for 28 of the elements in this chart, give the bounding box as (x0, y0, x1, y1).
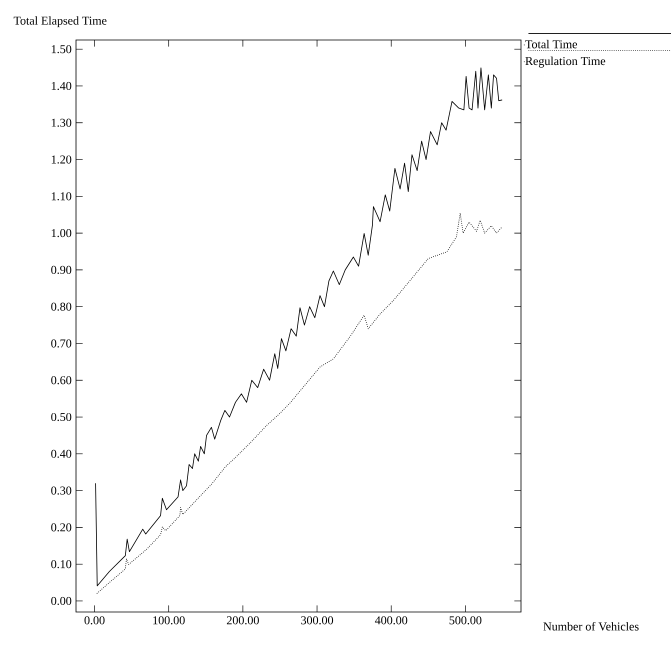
y-tick-label: 0.40 (51, 450, 72, 458)
x-tick-label: 100.00 (153, 616, 185, 624)
x-tick-label: 500.00 (450, 616, 482, 624)
y-tick-label: 0.60 (51, 376, 72, 384)
legend-label: Regulation Time (525, 56, 606, 68)
y-tick-label: 1.50 (52, 45, 72, 54)
y-tick-label: 1.00 (52, 229, 72, 238)
y-tick-label: 0.70 (51, 339, 72, 348)
y-axis-title: Total Elapsed Time (14, 16, 107, 28)
legend-label: Total Time (525, 40, 578, 48)
y-tick-label: 0.10 (51, 560, 72, 568)
x-axis-title: Number of Vehicles (543, 622, 639, 631)
x-tick-label: 0.00 (84, 616, 105, 624)
line-series (95, 68, 503, 586)
y-tick-label: 0.50 (51, 412, 72, 422)
y-tick-label: 1.10 (52, 192, 72, 200)
x-tick-label: 300.00 (301, 616, 334, 624)
y-tick-label: 1.40 (52, 82, 72, 90)
y-tick-label: 0.80 (51, 302, 72, 311)
y-tick-label: 1.30 (52, 118, 72, 127)
y-tick-label: 0.30 (51, 486, 72, 495)
x-tick-label: 400.00 (374, 616, 408, 624)
x-tick-label: 200.00 (226, 616, 259, 624)
y-tick-label: 0.00 (51, 596, 72, 606)
line-series (96, 212, 503, 594)
y-tick-label: 0.90 (51, 266, 72, 274)
y-tick-label: 0.20 (51, 523, 72, 532)
y-tick-label: 1.20 (52, 155, 72, 164)
